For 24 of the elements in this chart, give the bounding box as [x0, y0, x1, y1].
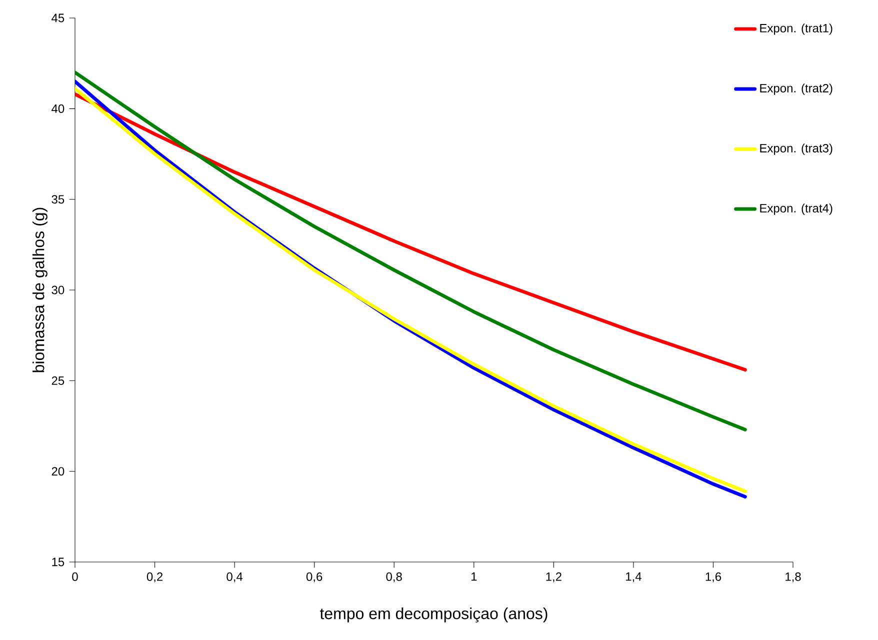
- x-tick-label: 1,6: [706, 572, 722, 582]
- legend-label: Expon. (trat1): [760, 24, 832, 35]
- legend-label: Expon. (trat2): [760, 84, 832, 95]
- y-tick-label: 30: [52, 286, 64, 294]
- x-axis-title: tempo em decomposiçao (anos): [320, 607, 548, 622]
- x-tick-label: 1,8: [786, 572, 801, 582]
- legend-label: Expon. (trat4): [760, 204, 832, 215]
- y-tick-label: 15: [52, 558, 64, 566]
- x-tick-label: 0,2: [146, 572, 163, 582]
- x-tick-label: 1,4: [626, 572, 642, 582]
- y-tick-label: 45: [52, 14, 64, 22]
- y-tick-label: 35: [52, 195, 64, 204]
- x-tick-label: 0,6: [306, 572, 322, 582]
- y-tick-label: 20: [52, 467, 64, 476]
- line-series: [75, 70, 747, 432]
- x-tick-label: 0,4: [226, 572, 243, 582]
- y-tick-label: 40: [52, 104, 64, 113]
- y-axis-title: biomassa de galhos (g): [32, 208, 48, 372]
- x-tick-label: 0,8: [386, 572, 402, 582]
- legend-label: Expon. (trat3): [760, 144, 832, 155]
- x-tick-label: 1,2: [546, 572, 562, 582]
- x-tick-label: 1: [471, 572, 477, 581]
- x-tick-label: 0: [72, 572, 78, 581]
- y-tick-label: 25: [52, 376, 64, 385]
